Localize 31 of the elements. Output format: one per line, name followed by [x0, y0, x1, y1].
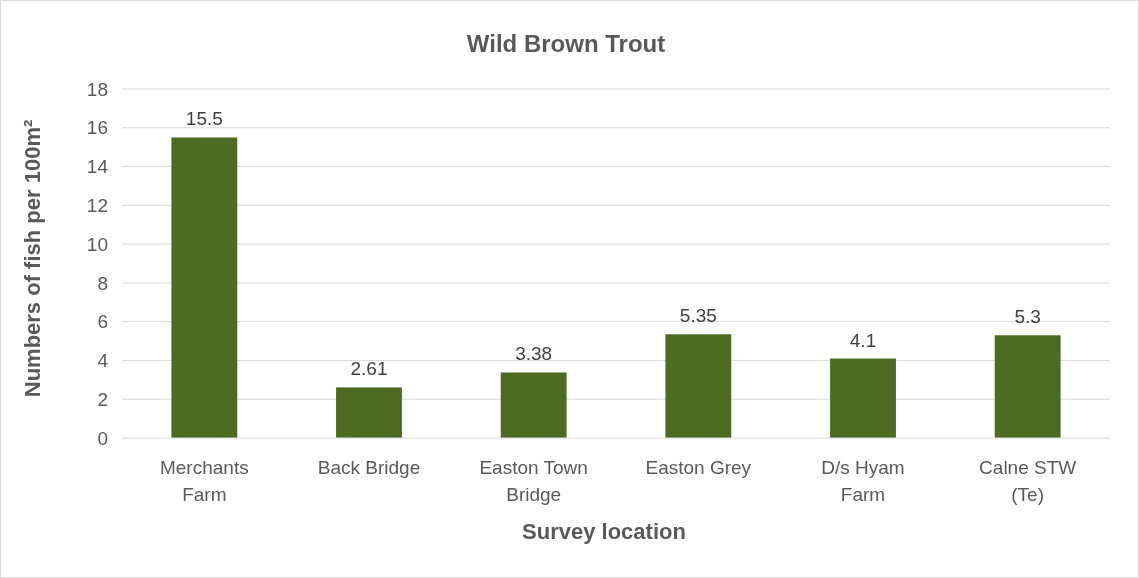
y-tick-label: 12 [86, 194, 108, 216]
y-tick-label: 4 [97, 350, 109, 372]
bar [665, 334, 732, 438]
chart-title: Wild Brown Trout [466, 30, 666, 57]
x-tick-label: D/s Hyam Farm [821, 457, 905, 505]
data-label: 2.61 [350, 358, 388, 380]
y-tick-label: 6 [97, 311, 108, 333]
data-label: 5.3 [1014, 306, 1041, 328]
x-tick-label: Calne STW (Te) [979, 457, 1077, 505]
x-tick-label: Back Bridge [317, 457, 421, 478]
y-tick-label: 18 [86, 78, 108, 100]
bar [830, 358, 896, 438]
x-tick-label: Easton Town Bridge [479, 457, 588, 505]
y-tick-label: 2 [97, 388, 108, 410]
x-axis-title: Survey location [522, 519, 686, 544]
x-tick-label: Merchants Farm [159, 457, 249, 505]
y-tick-label: 0 [97, 427, 108, 449]
data-label: 15.5 [185, 108, 223, 130]
bar [171, 137, 238, 438]
bar [336, 387, 402, 438]
y-tick-label: 16 [86, 117, 108, 139]
y-tick-label: 14 [86, 156, 109, 178]
data-label: 4.1 [849, 329, 877, 351]
x-tick-label: Easton Grey [645, 457, 752, 478]
data-label: 3.38 [515, 343, 553, 365]
bar [994, 335, 1061, 438]
y-axis-title: Numbers of fish per 100m² [20, 119, 45, 398]
data-label: 5.35 [679, 305, 717, 327]
y-tick-label: 10 [86, 233, 108, 255]
y-tick-label: 8 [97, 272, 108, 294]
bar [500, 372, 567, 438]
